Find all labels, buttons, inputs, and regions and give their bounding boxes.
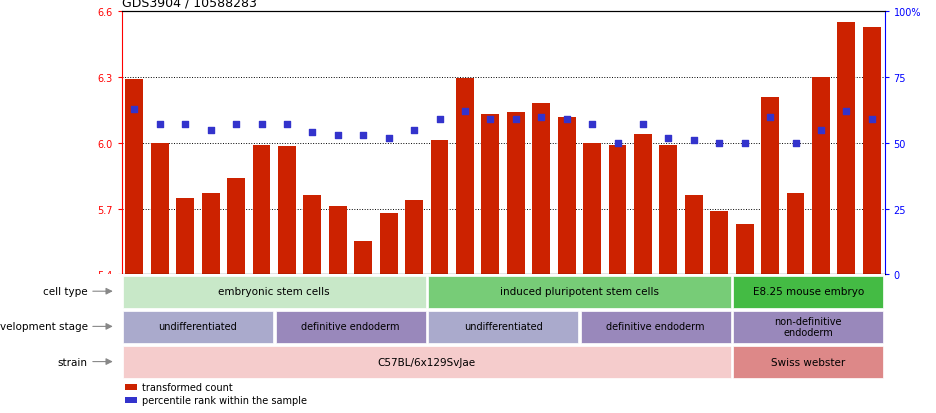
Bar [123,311,273,344]
Point [153,122,168,128]
Bar [329,207,346,275]
Bar [710,211,728,275]
Bar [227,178,245,275]
Bar [608,146,626,275]
Point [610,140,625,147]
Point [458,109,473,115]
Bar [685,196,703,275]
Bar [125,397,138,403]
Point [127,106,142,113]
Text: embryonic stem cells: embryonic stem cells [218,287,330,297]
Point [686,138,701,144]
Bar [786,194,804,275]
Text: undifferentiated: undifferentiated [158,322,238,332]
Point [534,114,548,121]
Bar [278,147,296,275]
Text: cell type: cell type [43,287,88,297]
Text: definitive endoderm: definitive endoderm [301,322,400,332]
Bar [456,79,474,275]
Point [228,122,243,128]
Text: percentile rank within the sample: percentile rank within the sample [142,395,307,405]
Bar [481,115,499,275]
Point [711,140,726,147]
Text: C57BL/6x129SvJae: C57BL/6x129SvJae [378,357,475,367]
Bar [533,104,550,275]
Bar [558,117,576,275]
Text: strain: strain [58,357,88,367]
Text: E8.25 mouse embryo: E8.25 mouse embryo [753,287,864,297]
Point [178,122,193,128]
Bar [580,311,731,344]
Bar [428,276,731,309]
Bar [303,196,321,275]
Point [636,122,651,128]
Bar [275,311,426,344]
Point [305,130,320,136]
Bar [733,311,884,344]
Point [763,114,778,121]
Point [483,116,498,123]
Bar [733,276,884,309]
Bar [125,384,138,390]
Point [406,127,421,134]
Bar [507,113,525,275]
Bar [253,146,271,275]
Point [738,140,753,147]
Bar [380,214,398,275]
Text: induced pluripotent stem cells: induced pluripotent stem cells [500,287,659,297]
Bar [634,135,651,275]
Point [864,116,879,123]
Point [330,132,345,139]
Bar [583,143,601,275]
Text: definitive endoderm: definitive endoderm [607,322,705,332]
Bar [812,78,830,275]
Text: non-definitive
endoderm: non-definitive endoderm [774,316,842,337]
Point [508,116,523,123]
Point [203,127,218,134]
Point [381,135,396,142]
Point [356,132,371,139]
Bar [431,140,448,275]
Bar [838,23,856,275]
Point [254,122,269,128]
Point [559,116,574,123]
Bar [736,224,753,275]
Bar [863,28,881,275]
Point [839,109,854,115]
Bar [733,346,884,379]
Text: transformed count: transformed count [142,382,233,392]
Bar [176,198,194,275]
Text: GDS3904 / 10588283: GDS3904 / 10588283 [122,0,256,10]
Text: development stage: development stage [0,322,88,332]
Point [813,127,828,134]
Point [585,122,600,128]
Bar [125,80,143,275]
Text: undifferentiated: undifferentiated [463,322,543,332]
Point [661,135,676,142]
Bar [123,276,426,309]
Bar [405,200,423,275]
Text: Swiss webster: Swiss webster [771,357,845,367]
Bar [428,311,578,344]
Bar [761,97,779,275]
Bar [660,146,678,275]
Point [280,122,295,128]
Bar [355,242,373,275]
Bar [202,194,220,275]
Point [432,116,447,123]
Bar [151,143,168,275]
Bar [123,346,731,379]
Point [788,140,803,147]
